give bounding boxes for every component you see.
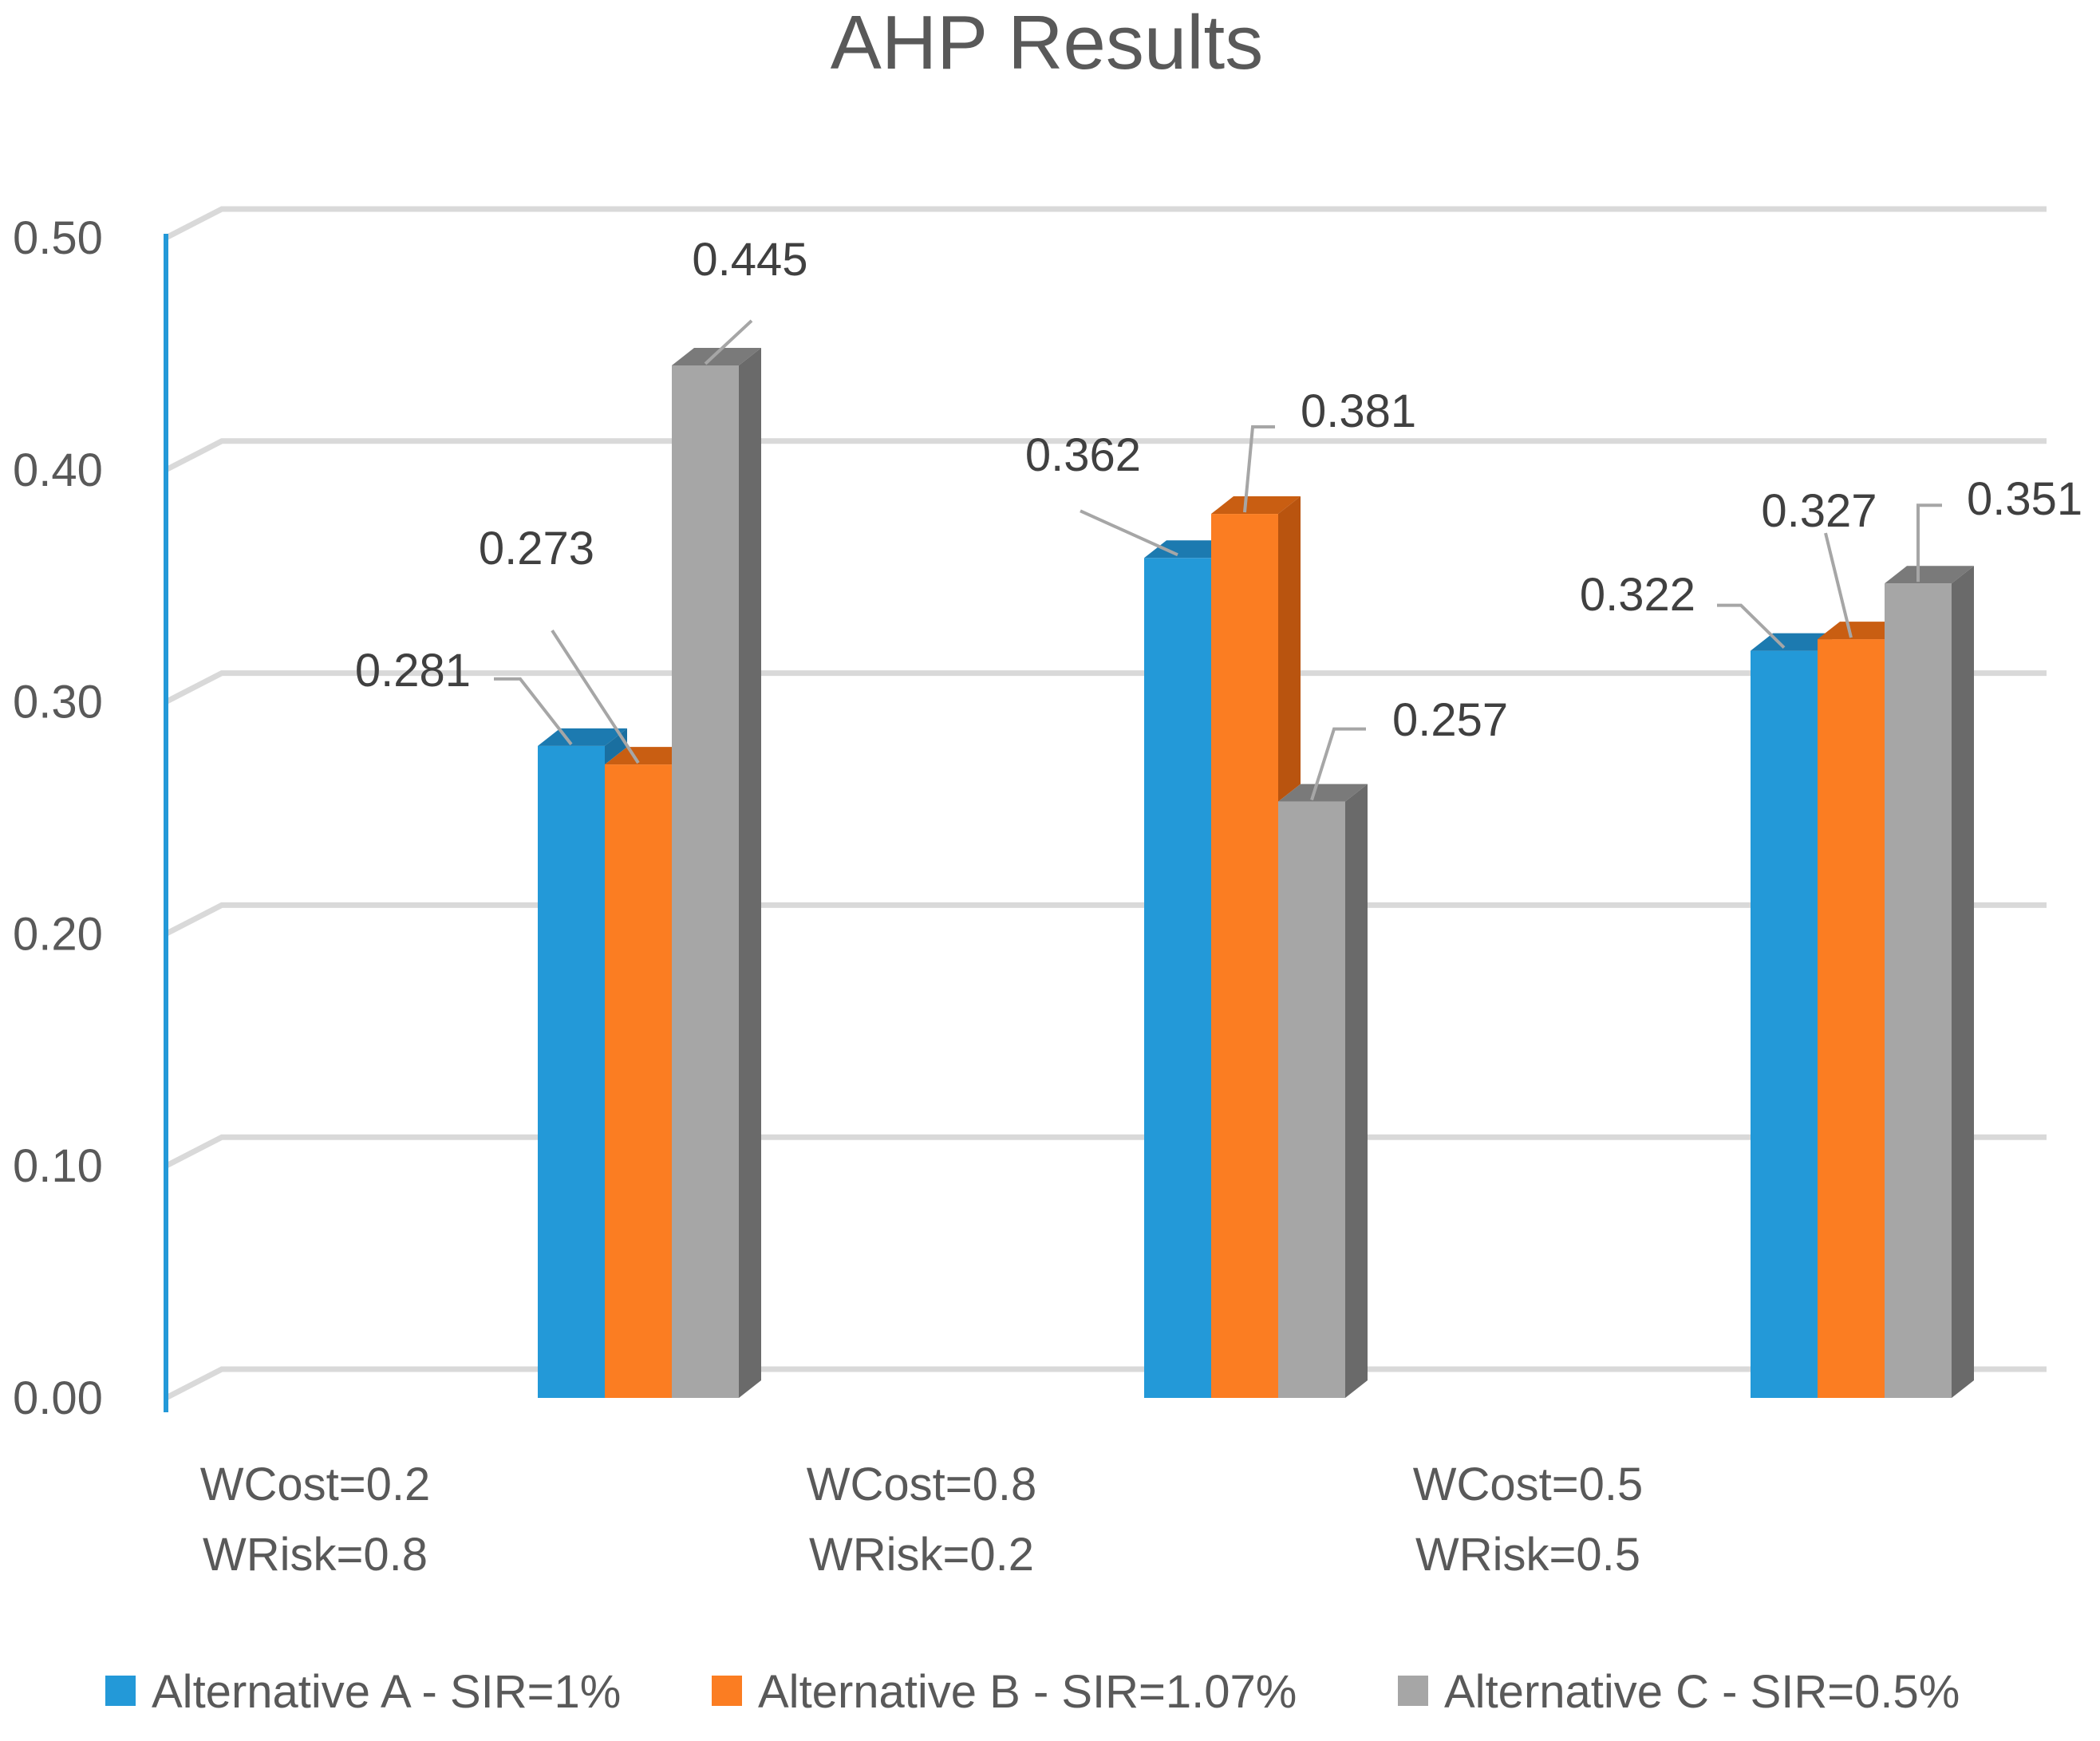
y-tick-label: 0.20 <box>13 908 103 960</box>
gridline-1 <box>164 1134 2047 1169</box>
legend-swatch-3 <box>1398 1676 1428 1706</box>
data-label-2-2: 0.381 <box>1301 385 1416 437</box>
y-tick-label: 0.00 <box>13 1372 103 1424</box>
bar-top-1-series-3 <box>672 347 761 365</box>
bar-3-series-1 <box>1751 650 1818 1398</box>
bar-2-series-3 <box>1278 801 1345 1398</box>
bar-2-series-1 <box>1144 558 1211 1399</box>
bar-top-1-series-1 <box>538 728 627 746</box>
bar-top-3-series-3 <box>1885 566 1974 584</box>
bar-1-series-3 <box>672 365 739 1399</box>
data-label-3-3: 0.351 <box>1967 473 2082 525</box>
bar-top-2-series-3 <box>1278 784 1368 802</box>
leader-3-3 <box>1916 503 1942 582</box>
gridline-0 <box>164 1366 2047 1401</box>
y-axis-ticks: 0.00 0.10 0.20 0.30 0.40 0.50 <box>13 212 103 1424</box>
leader-3-1 <box>1717 603 1786 649</box>
legend-swatch-1 <box>105 1676 136 1706</box>
legend-label-3: Alternative C - SIR=0.5% <box>1444 1666 1960 1718</box>
bar-side-3 <box>1952 566 1974 1398</box>
leader-2-1 <box>1080 509 1178 557</box>
data-label-1-2: 0.273 <box>479 523 594 574</box>
data-label-1-3: 0.445 <box>692 234 807 286</box>
bar-3-series-2 <box>1818 639 1885 1398</box>
data-label-3-1: 0.322 <box>1580 569 1695 621</box>
gridline-3 <box>164 670 2047 705</box>
leader-2-2 <box>1243 425 1275 513</box>
category-labels: WCost=0.2 WRisk=0.8 WCost=0.8 WRisk=0.2 WCos… <box>200 1459 1644 1581</box>
bar-top-2-series-2 <box>1211 496 1301 515</box>
leader-1-2 <box>551 630 640 764</box>
category-label-line2: WRisk=0.2 <box>809 1529 1034 1581</box>
bar-1-series-1 <box>538 745 605 1398</box>
data-label-1-1: 0.281 <box>355 645 471 697</box>
y-tick-label: 0.40 <box>13 444 103 496</box>
bar-side-1 <box>739 347 761 1399</box>
category-label-line2: WRisk=0.8 <box>203 1529 428 1581</box>
data-labels: 0.281 0.273 0.445 0.362 0.381 0.257 0.322 0.327… <box>355 234 2082 746</box>
leader-1-3 <box>704 319 753 365</box>
bar-3-series-3 <box>1885 583 1952 1398</box>
bar-2-series-2 <box>1211 514 1278 1398</box>
leader-1-1 <box>494 677 573 746</box>
chart-title: AHP Results <box>831 0 1263 85</box>
y-tick-label: 0.30 <box>13 677 103 728</box>
data-label-3-2: 0.327 <box>1761 485 1877 537</box>
data-label-leaders <box>494 319 1942 801</box>
bars <box>538 347 1974 1399</box>
bar-inner-side-2-2 <box>1278 496 1301 802</box>
category-label-line1: WCost=0.2 <box>200 1459 431 1510</box>
gridline-5 <box>164 206 2047 241</box>
y-tick-label: 0.50 <box>13 212 103 264</box>
bar-1-series-2 <box>605 764 672 1398</box>
data-label-2-3: 0.257 <box>1392 694 1508 746</box>
leader-3-2 <box>1824 532 1853 638</box>
gridline-2 <box>164 902 2047 937</box>
legend: Alternative A - SIR=1% Alternative B - SI… <box>105 1666 1960 1718</box>
data-label-2-1: 0.362 <box>1025 429 1141 481</box>
legend-swatch-2 <box>712 1676 742 1706</box>
legend-label-2: Alternative B - SIR=1.07% <box>758 1666 1297 1718</box>
gridlines <box>164 206 2047 1401</box>
category-label-line2: WRisk=0.5 <box>1415 1529 1640 1581</box>
gridline-4 <box>164 438 2047 472</box>
bar-side-2 <box>1345 784 1368 1398</box>
leader-2-3 <box>1310 727 1366 801</box>
y-tick-label: 0.10 <box>13 1140 103 1192</box>
category-label-line1: WCost=0.5 <box>1413 1459 1644 1510</box>
category-label-line1: WCost=0.8 <box>807 1459 1037 1510</box>
legend-label-1: Alternative A - SIR=1% <box>152 1666 621 1718</box>
